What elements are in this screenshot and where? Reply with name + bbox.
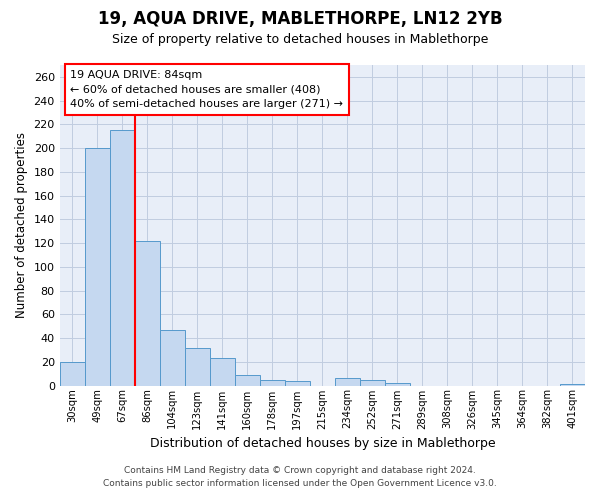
Bar: [285, 381, 310, 386]
Y-axis label: Number of detached properties: Number of detached properties: [15, 132, 28, 318]
Bar: [235, 375, 260, 386]
Bar: [560, 384, 585, 386]
Bar: [360, 380, 385, 386]
Bar: [85, 148, 110, 386]
Bar: [160, 330, 185, 386]
Bar: [110, 130, 135, 386]
Text: 19 AQUA DRIVE: 84sqm
← 60% of detached houses are smaller (408)
40% of semi-deta: 19 AQUA DRIVE: 84sqm ← 60% of detached h…: [70, 70, 343, 110]
Bar: [59, 362, 85, 386]
Text: Size of property relative to detached houses in Mablethorpe: Size of property relative to detached ho…: [112, 32, 488, 46]
Bar: [335, 378, 360, 386]
Text: Contains HM Land Registry data © Crown copyright and database right 2024.
Contai: Contains HM Land Registry data © Crown c…: [103, 466, 497, 487]
Bar: [210, 358, 235, 386]
Bar: [385, 383, 410, 386]
Bar: [135, 240, 160, 386]
Bar: [260, 380, 285, 386]
Bar: [185, 348, 210, 386]
Text: 19, AQUA DRIVE, MABLETHORPE, LN12 2YB: 19, AQUA DRIVE, MABLETHORPE, LN12 2YB: [98, 10, 502, 28]
X-axis label: Distribution of detached houses by size in Mablethorpe: Distribution of detached houses by size …: [149, 437, 495, 450]
